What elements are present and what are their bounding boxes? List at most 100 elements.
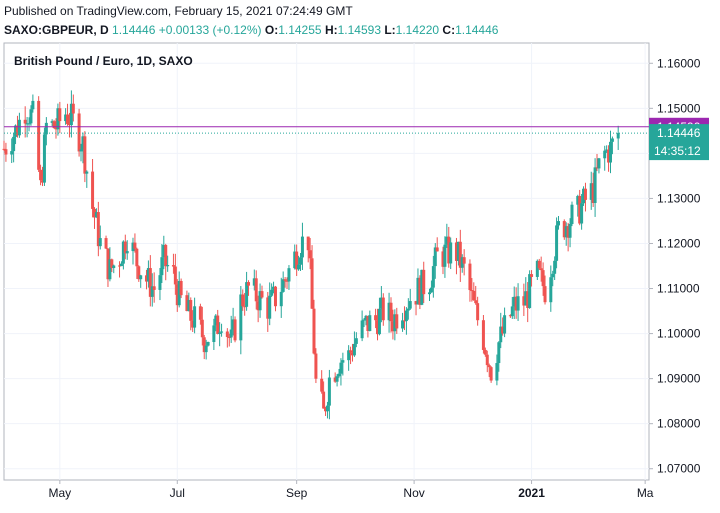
candle-body — [337, 373, 341, 377]
candle-body — [541, 270, 545, 287]
candle-body — [449, 242, 453, 264]
candle-body — [266, 297, 270, 319]
candle-body — [381, 297, 385, 321]
candle-body — [31, 100, 35, 110]
candle-body — [56, 108, 60, 130]
candle-body — [605, 149, 609, 151]
candle-body — [243, 306, 247, 308]
candle-body — [204, 345, 208, 353]
candle-body — [489, 367, 493, 381]
grid — [4, 43, 649, 480]
candle-body — [530, 274, 534, 277]
candle-body — [175, 284, 179, 306]
candle-body — [597, 158, 601, 169]
candle-body — [539, 268, 543, 271]
close-value: 1.14446 — [455, 23, 499, 37]
candle-body — [152, 286, 156, 290]
candle-body — [406, 308, 410, 311]
candle-body — [171, 265, 175, 267]
open-label: O: — [264, 23, 279, 37]
candle-body — [299, 257, 303, 265]
candle-body — [460, 257, 464, 268]
candle-body — [287, 268, 291, 282]
candle-body — [293, 251, 297, 269]
candle-body — [254, 278, 258, 302]
candle-body — [481, 320, 485, 350]
candle-body — [557, 221, 561, 226]
candle-body — [268, 295, 272, 319]
candle-body — [510, 306, 514, 317]
candle-body — [570, 204, 574, 224]
candle-body — [206, 342, 210, 346]
candle-body — [516, 296, 520, 311]
candle-body — [258, 291, 262, 311]
candle-body — [300, 236, 304, 258]
candle-body — [17, 119, 21, 136]
candle-body — [508, 315, 512, 317]
candle-body — [495, 363, 499, 381]
candle-body — [214, 315, 218, 326]
candle-body — [118, 265, 122, 267]
candle-body — [58, 108, 62, 122]
candle-body — [139, 275, 143, 280]
candle-body — [499, 326, 503, 343]
candle-body — [476, 303, 480, 321]
candle-body — [524, 291, 528, 306]
candle-body — [591, 183, 595, 204]
y-tick-label: 1.08000 — [657, 417, 701, 431]
candle-body — [71, 103, 75, 114]
candle-body — [595, 167, 599, 169]
candle-body — [379, 297, 383, 309]
candle-body — [50, 121, 54, 123]
candle-body — [92, 208, 96, 218]
candle-body — [79, 149, 83, 152]
candle-body — [389, 302, 393, 322]
candle-body — [14, 125, 18, 137]
candle-body — [362, 319, 366, 321]
candle-body — [96, 212, 100, 247]
y-tick-label: 1.10000 — [657, 327, 701, 341]
candle-body — [387, 302, 391, 321]
candle-body — [404, 310, 408, 322]
candle-body — [428, 292, 432, 295]
candle-body — [485, 354, 489, 366]
candle-body — [2, 148, 6, 150]
candle-body — [470, 290, 474, 292]
candle-body — [64, 114, 68, 122]
low-value: 1.14220 — [395, 23, 440, 37]
candle-body — [555, 225, 559, 261]
candle-body — [104, 238, 108, 249]
x-tick-label: Ma — [637, 486, 654, 500]
time-axis[interactable]: May Jul Sep Nov 2021 Ma — [48, 480, 654, 500]
candle-body — [408, 301, 412, 309]
price-change: +0.00133 (+0.12%) — [158, 23, 262, 37]
candle-body — [260, 291, 264, 298]
candle-body — [252, 278, 256, 286]
symbol-label[interactable]: SAXO:GBPEUR, D — [4, 23, 109, 37]
overlay — [4, 126, 649, 134]
y-tick-label: 1.07000 — [657, 462, 701, 476]
candle-body — [472, 290, 476, 301]
candle-body — [608, 141, 612, 163]
candle-body — [458, 241, 462, 268]
candle-body — [549, 277, 553, 303]
candle-body — [349, 350, 353, 353]
candle-body — [270, 289, 274, 296]
high-value: 1.14593 — [337, 23, 381, 37]
candle-body — [320, 378, 324, 392]
candle-body — [164, 244, 168, 267]
price-axis[interactable]: 1.160001.150001.140001.130001.120001.110… — [649, 56, 709, 476]
candle-body — [133, 242, 137, 249]
candle-body — [189, 300, 193, 321]
last-price-badge — [649, 124, 709, 161]
candles — [2, 90, 620, 420]
high-label: H: — [324, 23, 338, 37]
candle-body — [562, 221, 566, 238]
candle-body — [368, 315, 372, 331]
candle-body — [308, 250, 312, 259]
candle-body — [225, 331, 229, 338]
x-tick-label: May — [48, 486, 71, 500]
candle-body — [391, 321, 395, 332]
candle-body — [25, 123, 29, 125]
